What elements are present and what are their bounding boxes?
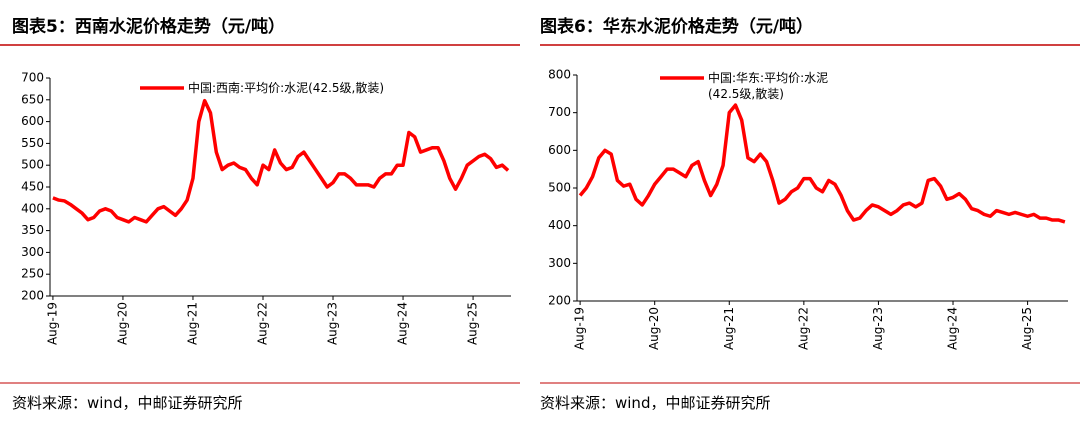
legend-label: 中国:西南:平均价:水泥(42.5级,散装) <box>188 81 385 95</box>
y-tick-label: 200 <box>21 289 44 303</box>
x-tick-label: Aug-19 <box>45 302 59 345</box>
y-tick-label: 400 <box>548 218 571 232</box>
y-tick-label: 350 <box>21 223 44 237</box>
y-tick-label: 650 <box>21 92 44 106</box>
y-tick-label: 700 <box>21 71 44 85</box>
x-tick-label: Aug-24 <box>396 302 410 345</box>
x-tick-label: Aug-21 <box>722 307 736 350</box>
line <box>52 98 510 224</box>
y-tick-label: 250 <box>21 267 44 281</box>
x-tick-label: Aug-24 <box>946 307 960 350</box>
source: 资料来源：wind，中邮证券研究所 <box>540 394 771 412</box>
y-tick-label: 550 <box>21 136 44 150</box>
source: 资料来源：wind，中邮证券研究所 <box>12 394 243 412</box>
x-tick-label: Aug-20 <box>647 307 661 350</box>
y-tick-label: 600 <box>548 143 571 157</box>
chart-title: 图表6：华东水泥价格走势（元/吨） <box>540 17 814 37</box>
chart-title: 图表5：西南水泥价格走势（元/吨） <box>12 17 286 37</box>
x-tick-label: Aug-25 <box>466 302 480 345</box>
y-tick-label: 500 <box>548 181 571 195</box>
y-tick-label: 700 <box>548 105 571 119</box>
y-tick-label: 300 <box>21 245 44 259</box>
x-tick-label: Aug-20 <box>115 302 129 345</box>
y-tick-label: 400 <box>21 201 44 215</box>
x-tick-label: Aug-19 <box>573 307 587 350</box>
y-tick-label: 800 <box>548 68 571 82</box>
x-tick-label: Aug-21 <box>185 302 199 345</box>
y-tick-label: 300 <box>548 256 571 270</box>
y-tick-label: 500 <box>21 158 44 172</box>
y-tick-label: 450 <box>21 180 44 194</box>
x-tick-label: Aug-25 <box>1020 307 1034 350</box>
y-tick-label: 600 <box>21 114 44 128</box>
x-tick-label: Aug-23 <box>871 307 885 350</box>
x-tick-label: Aug-22 <box>255 302 269 345</box>
x-tick-label: Aug-23 <box>326 302 340 345</box>
x-tick-label: Aug-22 <box>796 307 810 350</box>
legend-label: 中国:华东:平均价:水泥(42.5级,散装) <box>708 71 829 101</box>
line <box>578 103 1066 224</box>
y-tick-label: 200 <box>548 294 571 308</box>
